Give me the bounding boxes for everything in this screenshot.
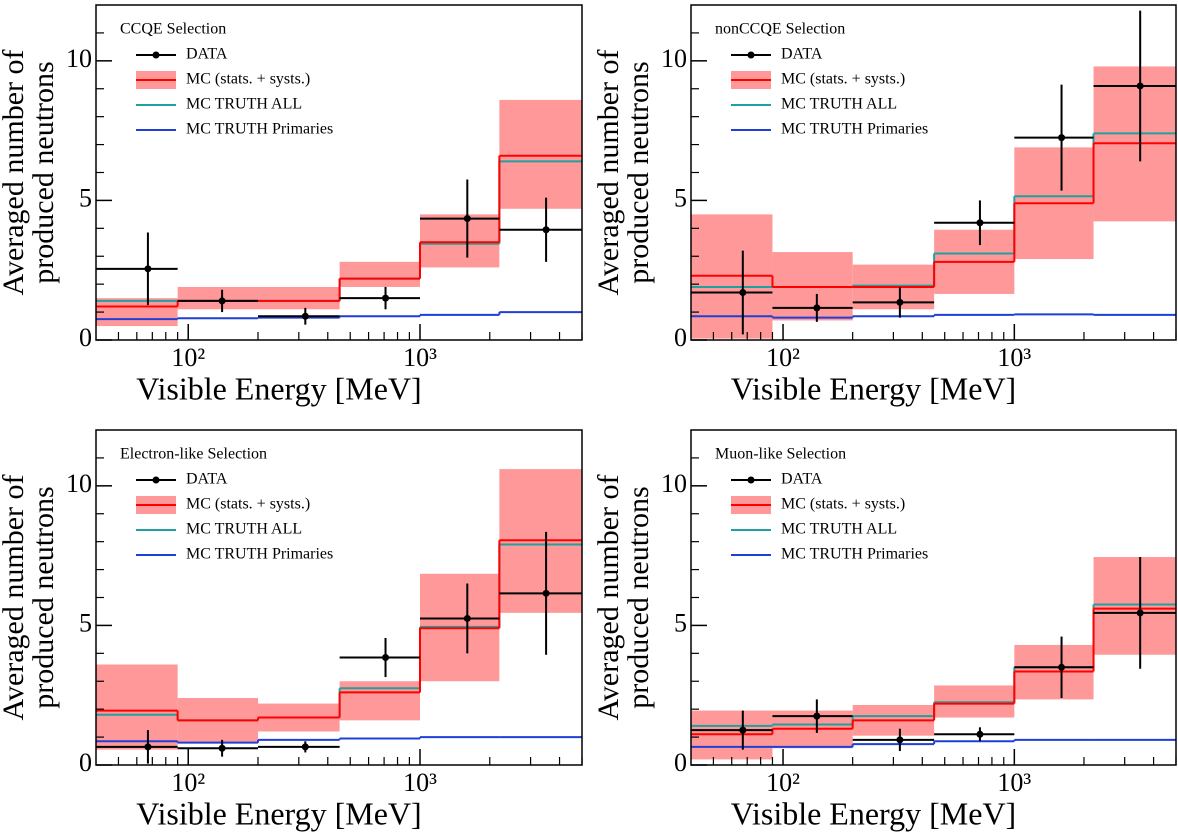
legend-label: MC TRUTH Primaries <box>781 546 928 563</box>
panel-title: nonCCQE Selection <box>715 21 845 38</box>
legend-label: MC (stats. + systs.) <box>781 71 905 88</box>
y-tick-label: 0 <box>674 748 687 777</box>
y-axis-label: Averaged number of <box>592 49 625 295</box>
y-tick-label: 5 <box>674 183 687 212</box>
x-tick-label: 10³ <box>403 343 437 372</box>
panel-title: CCQE Selection <box>120 21 226 38</box>
legend-label: MC TRUTH Primaries <box>186 546 333 563</box>
x-tick-label: 10³ <box>403 768 437 797</box>
plot-area <box>691 557 1176 760</box>
y-tick-label: 0 <box>79 323 92 352</box>
x-tick-label: 10² <box>171 768 205 797</box>
legend-marker <box>747 476 755 484</box>
x-tick-label: 10² <box>766 768 800 797</box>
error-band <box>96 298 178 327</box>
legend-label: MC TRUTH Primaries <box>781 121 928 138</box>
panel-title: Electron-like Selection <box>120 446 267 463</box>
data-point <box>542 589 550 597</box>
data-point <box>382 294 390 302</box>
data-point <box>739 289 747 297</box>
plot-area <box>96 99 582 327</box>
data-point <box>1136 609 1144 617</box>
error-band <box>339 261 420 287</box>
legend-label: MC TRUTH Primaries <box>186 121 333 138</box>
panel: 10² 10³ 0 5 10 Visible Energy [MeV] Averaged n… <box>592 429 1177 831</box>
legend-label: DATA <box>186 46 228 63</box>
data-point <box>144 265 152 273</box>
x-tick-label: 10² <box>766 343 800 372</box>
y-tick-label: 10 <box>661 469 687 498</box>
data-point <box>976 730 984 738</box>
y-axis-label: produced neutrons <box>622 486 655 708</box>
error-band <box>258 286 340 310</box>
panel: 10² 10³ 0 5 10 Visible Energy [MeV] Averaged n… <box>592 4 1177 406</box>
y-tick-label: 10 <box>66 469 92 498</box>
y-tick-label: 5 <box>79 608 92 637</box>
error-band <box>420 214 500 268</box>
y-tick-label: 0 <box>79 748 92 777</box>
legend-label: MC TRUTH ALL <box>781 96 897 113</box>
y-axis-label: Averaged number of <box>0 49 30 295</box>
data-point <box>1058 134 1066 142</box>
error-band <box>177 286 258 310</box>
x-axis-label: Visible Energy [MeV] <box>731 370 1016 406</box>
y-tick-label: 0 <box>674 323 687 352</box>
data-point <box>382 654 390 662</box>
legend-marker <box>152 476 160 484</box>
x-tick-label: 10³ <box>997 768 1031 797</box>
data-point <box>1136 82 1144 90</box>
legend-label: DATA <box>781 471 823 488</box>
error-band <box>339 681 420 721</box>
x-axis-label: Visible Energy [MeV] <box>136 795 421 831</box>
y-tick-label: 10 <box>661 44 687 73</box>
legend-label: MC TRUTH ALL <box>186 96 302 113</box>
panel: 10² 10³ 0 5 10 Visible Energy [MeV] Averaged n… <box>0 429 583 831</box>
error-band <box>499 99 582 209</box>
data-point <box>144 743 152 751</box>
error-band <box>96 664 178 750</box>
x-axis-label: Visible Energy [MeV] <box>731 795 1016 831</box>
data-point <box>218 744 226 752</box>
legend-label: DATA <box>781 46 823 63</box>
data-point <box>218 297 226 305</box>
y-tick-label: 5 <box>79 183 92 212</box>
legend-label: MC TRUTH ALL <box>781 521 897 538</box>
plot-area <box>96 469 582 764</box>
y-axis-label: produced neutrons <box>622 61 655 283</box>
legend-marker <box>152 51 160 59</box>
data-point <box>813 304 821 312</box>
legend-label: MC (stats. + systs.) <box>781 496 905 513</box>
y-tick-label: 10 <box>66 44 92 73</box>
error-band <box>1093 557 1176 655</box>
data-point <box>463 215 471 223</box>
legend-label: DATA <box>186 471 228 488</box>
data-point <box>896 736 904 744</box>
data-point <box>976 219 984 227</box>
data-point <box>301 312 309 320</box>
panel-title: Muon-like Selection <box>715 446 846 463</box>
data-point <box>739 726 747 734</box>
legend-label: MC TRUTH ALL <box>186 521 302 538</box>
legend-label: MC (stats. + systs.) <box>186 496 310 513</box>
data-point <box>1058 663 1066 671</box>
plot-area <box>691 10 1176 339</box>
legend-label: MC (stats. + systs.) <box>186 71 310 88</box>
y-tick-label: 5 <box>674 608 687 637</box>
x-tick-label: 10² <box>171 343 205 372</box>
y-axis-label: produced neutrons <box>27 61 60 283</box>
x-tick-label: 10³ <box>997 343 1031 372</box>
x-axis-label: Visible Energy [MeV] <box>136 370 421 406</box>
panel: 10² 10³ 0 5 10 Visible Energy [MeV] Averaged n… <box>0 4 583 406</box>
data-point <box>813 712 821 720</box>
legend-marker <box>747 51 755 59</box>
y-axis-label: Averaged number of <box>592 474 625 720</box>
data-point <box>542 226 550 234</box>
data-point <box>301 743 309 751</box>
data-point <box>463 614 471 622</box>
y-axis-label: produced neutrons <box>27 486 60 708</box>
y-axis-label: Averaged number of <box>0 474 30 720</box>
data-point <box>896 298 904 306</box>
